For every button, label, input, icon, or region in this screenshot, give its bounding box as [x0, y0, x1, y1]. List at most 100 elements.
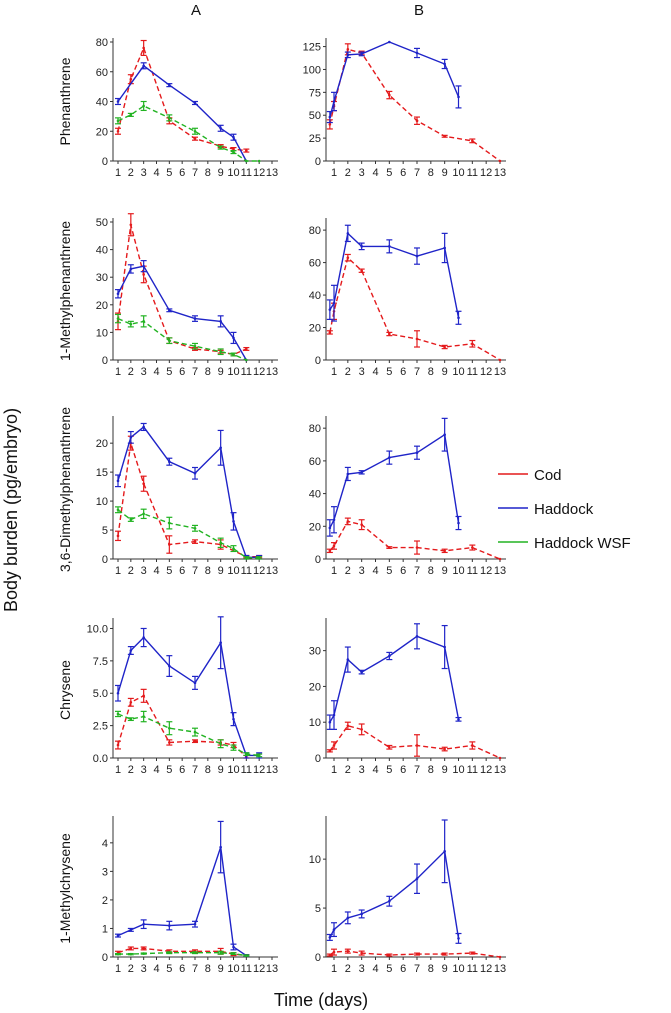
x-tick-label: 11: [241, 167, 252, 179]
data-point-haddock-wsf: [219, 350, 222, 354]
data-point-haddock-wsf: [142, 320, 145, 323]
data-point-haddock-wsf: [232, 746, 235, 749]
x-tick-label: 10: [452, 366, 464, 378]
x-tick-label: 9: [442, 167, 448, 179]
data-point-cod: [360, 728, 363, 731]
data-point-haddock-wsf: [193, 129, 197, 133]
data-point-haddock: [219, 320, 222, 323]
legend-item-cod: Cod: [498, 467, 562, 484]
data-point-haddock-wsf: [129, 113, 133, 117]
series-line-cod: [117, 224, 247, 356]
data-point-haddock: [346, 232, 350, 235]
data-point-haddock-wsf: [219, 742, 222, 746]
x-tick-label: 6: [400, 963, 406, 975]
data-point-haddock: [415, 877, 419, 881]
data-point-haddock-wsf: [116, 952, 120, 956]
data-point-cod: [360, 523, 363, 526]
panel-chrysene-a: 0.02.55.07.510.01 2 3 4 5 6 7 8 9 10 11 12 13Chrysen…: [57, 616, 278, 776]
x-tick-label: 9: [218, 963, 224, 975]
data-point-cod: [328, 953, 332, 957]
y-tick-label: 30: [96, 272, 108, 284]
x-tick-label: 4: [372, 366, 378, 378]
y-tick-label: 20: [96, 300, 108, 312]
x-tick-label: 12: [480, 167, 492, 179]
data-point-haddock: [116, 100, 120, 103]
x-tick-label: 10: [452, 167, 464, 179]
data-point-cod: [116, 129, 120, 133]
y-tick-label: 10: [309, 717, 321, 729]
series-haddock: [326, 40, 462, 124]
series-line-haddock: [117, 846, 247, 957]
data-point-cod: [232, 147, 235, 151]
data-point-haddock: [332, 928, 336, 931]
x-tick-label: 5: [386, 565, 392, 577]
y-tick-label: 5.0: [93, 688, 108, 700]
y-tick-label: 0.0: [93, 753, 108, 765]
data-point-haddock-wsf: [219, 541, 222, 545]
y-tick-label: 100: [303, 64, 321, 76]
data-point-haddock: [328, 936, 332, 939]
x-tick-label: 2: [345, 764, 351, 776]
data-point-haddock: [142, 636, 145, 639]
series-cod: [115, 213, 250, 357]
series-line-haddock: [117, 265, 247, 361]
x-tick-label: 10: [452, 764, 464, 776]
data-point-haddock: [360, 670, 363, 674]
x-tick-label: 10: [227, 366, 239, 378]
y-tick-label: 80: [309, 225, 321, 237]
x-tick-label: 1: [115, 565, 121, 577]
y-tick-label: 0: [102, 952, 108, 964]
data-point-cod: [328, 549, 332, 553]
series-line-cod: [329, 256, 501, 361]
data-point-haddock-wsf: [232, 150, 235, 154]
y-tick-label: 125: [303, 42, 321, 54]
data-point-cod: [142, 482, 145, 486]
x-tick-label: 7: [192, 963, 198, 975]
data-point-haddock: [388, 40, 391, 44]
y-tick-label: 75: [309, 87, 321, 99]
x-tick-label: 7: [192, 764, 198, 776]
x-tick-label: 3: [141, 963, 147, 975]
y-tick-label: 0: [315, 753, 321, 765]
x-tick-label: 4: [372, 764, 378, 776]
data-point-haddock: [346, 472, 350, 476]
x-tick-label: 7: [414, 366, 420, 378]
data-point-haddock: [415, 51, 419, 55]
data-point-cod: [388, 332, 391, 336]
row-label-1-methylchrysene: 1-Methylchrysene: [57, 833, 73, 944]
data-point-haddock: [193, 101, 197, 105]
series-line-cod: [117, 46, 247, 152]
data-point-cod: [328, 749, 332, 753]
y-tick-label: 40: [309, 489, 321, 501]
data-point-haddock-wsf: [142, 512, 145, 516]
data-point-haddock: [219, 641, 222, 645]
data-point-haddock-wsf: [168, 951, 171, 955]
series-haddock: [326, 819, 462, 944]
data-point-cod: [388, 546, 391, 549]
series-haddock: [115, 260, 248, 362]
x-tick-label: 5: [386, 764, 392, 776]
data-point-haddock-wsf: [245, 954, 248, 957]
data-point-haddock-wsf: [129, 518, 133, 521]
data-point-haddock: [457, 316, 460, 320]
y-tick-label: 10: [96, 327, 108, 339]
x-tick-label: 13: [494, 963, 506, 975]
data-point-haddock: [346, 658, 350, 661]
y-tick-label: 10: [309, 854, 321, 866]
x-tick-label: 4: [153, 366, 159, 378]
x-tick-label: 7: [414, 963, 420, 975]
data-point-haddock: [116, 934, 120, 937]
x-tick-label: 7: [192, 366, 198, 378]
data-point-cod: [129, 77, 133, 81]
data-point-cod: [332, 950, 336, 954]
x-tick-label: 8: [205, 764, 211, 776]
x-tick-label: 5: [166, 366, 172, 378]
series-line-haddock-wsf: [118, 952, 247, 957]
x-tick-label: 6: [179, 963, 185, 975]
data-point-cod: [245, 347, 248, 351]
data-point-haddock-wsf: [219, 951, 222, 955]
y-axis-label: Body burden (pg/embryo): [1, 408, 21, 612]
data-point-cod: [346, 724, 350, 728]
x-tick-label: 1: [331, 565, 337, 577]
